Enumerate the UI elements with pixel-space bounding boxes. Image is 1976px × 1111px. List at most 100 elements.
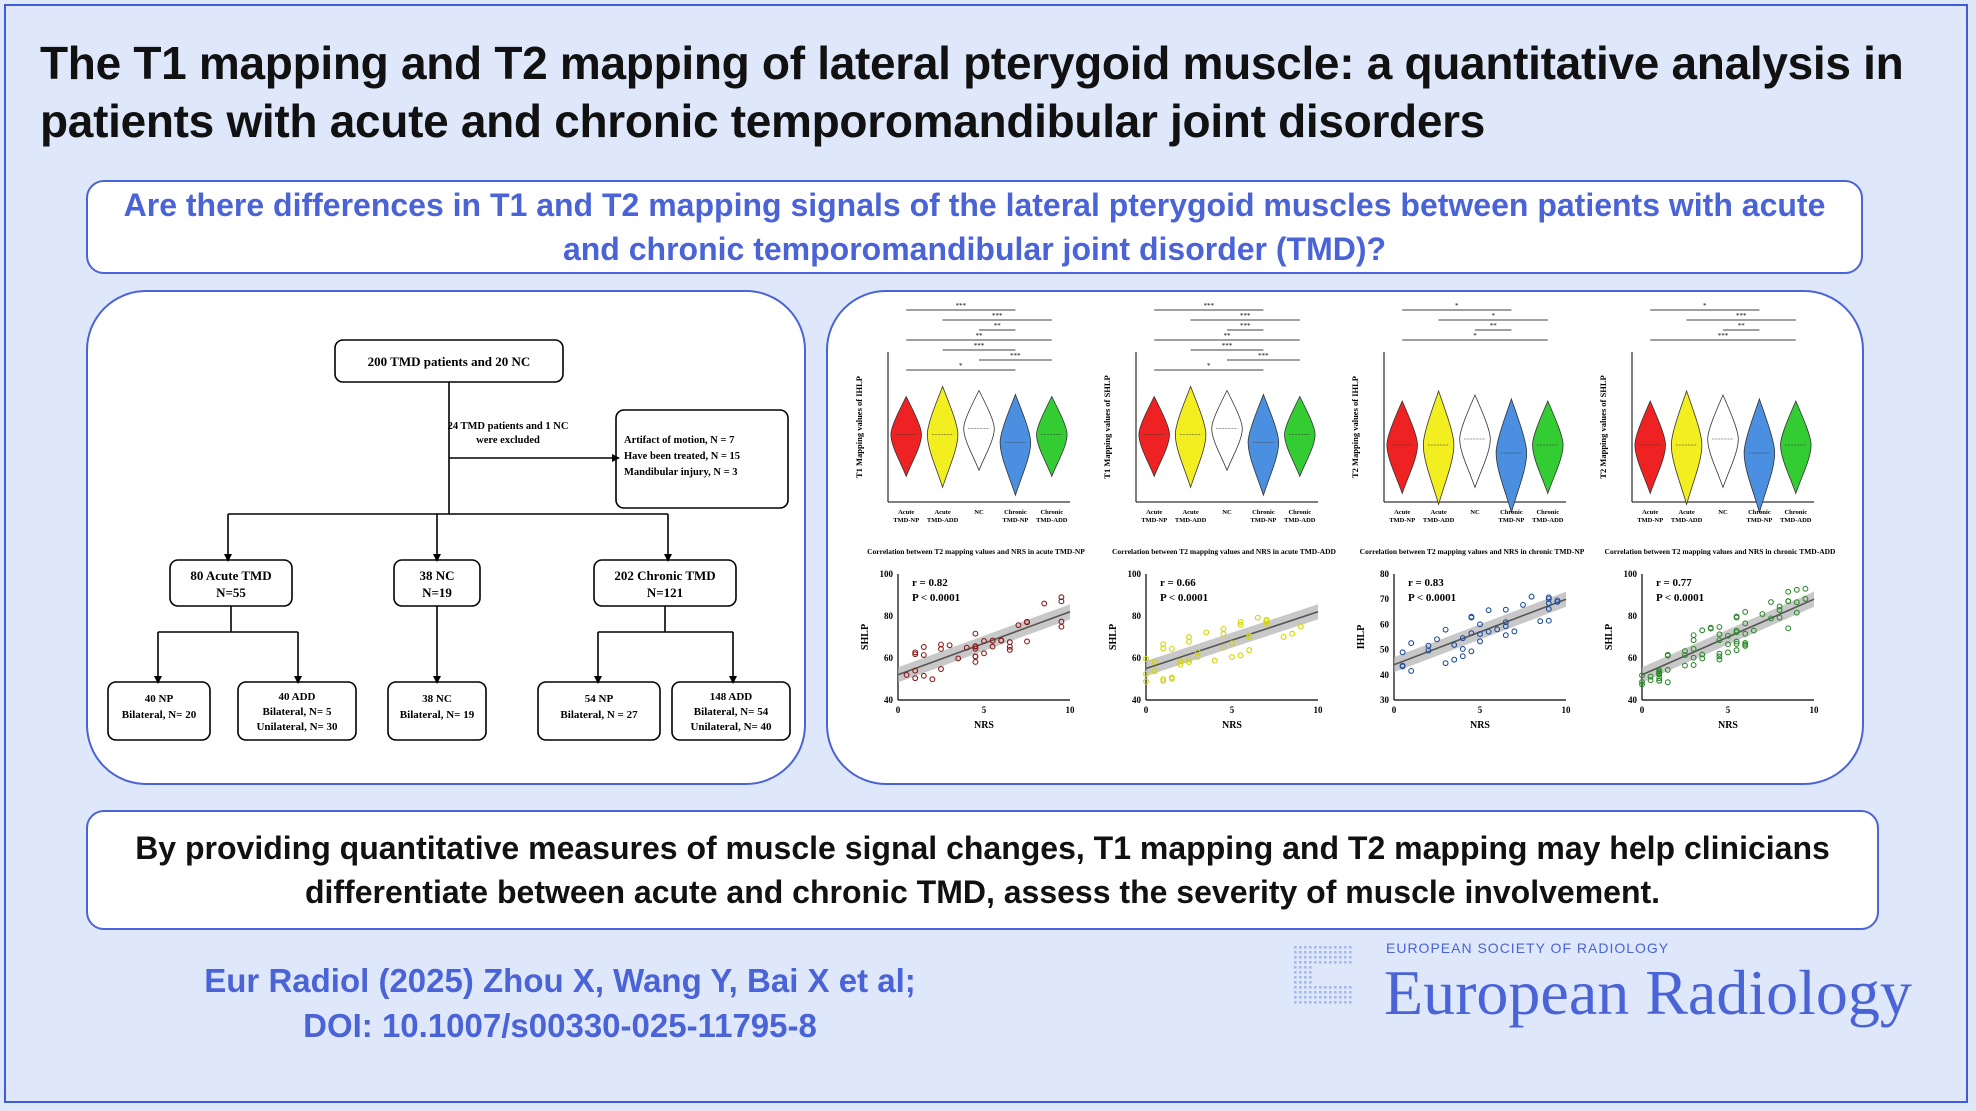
violin-category: NC — [974, 509, 984, 516]
logo-dot — [1299, 996, 1302, 999]
esr-logo-icon — [1294, 946, 1352, 1004]
scatter-point — [1151, 658, 1158, 665]
violin-category: TMD-NP — [1746, 517, 1772, 524]
violin-category: TMD-ADD — [1284, 517, 1316, 524]
scatter-point — [1194, 648, 1201, 655]
scatter-point — [1477, 621, 1483, 628]
scatter-y-tick: 60 — [1380, 619, 1390, 629]
scatter-point — [1793, 586, 1800, 593]
scatter-x-tick: 10 — [1810, 705, 1820, 715]
charts-panel: T1 Mapping values of IHLP *** *** ** ** *** **… — [826, 290, 1864, 785]
logo-dot — [1339, 986, 1342, 989]
sig-label: *** — [992, 312, 1003, 320]
scatter-point — [1545, 617, 1552, 624]
violin-category: TMD-NP — [1498, 517, 1524, 524]
scatter-point — [1041, 600, 1048, 607]
scatter-point — [1399, 662, 1406, 669]
violin-shape — [1174, 385, 1207, 489]
scatter-point — [1716, 637, 1723, 644]
scatter-y-tick: 70 — [1380, 594, 1390, 604]
scatter-point — [1785, 588, 1792, 595]
violin-category: NC — [1718, 509, 1728, 516]
scatter-point — [1664, 679, 1671, 686]
scatter-y-tick: 60 — [1132, 653, 1142, 663]
scatter-point — [1716, 653, 1723, 660]
logo-dot — [1309, 946, 1312, 949]
logo-dot — [1304, 976, 1307, 979]
scatter-point — [1716, 631, 1723, 638]
scatter-y-tick: 60 — [1628, 653, 1638, 663]
logo-dot — [1309, 976, 1312, 979]
logo-dot — [1304, 996, 1307, 999]
scatter-point — [1263, 620, 1270, 627]
violin-shape — [1422, 389, 1455, 506]
scatter-point — [1006, 646, 1013, 653]
scatter-point — [989, 643, 996, 650]
scatter-point — [1237, 619, 1244, 625]
logo-dot — [1339, 1001, 1342, 1004]
violin-category: TMD-NP — [893, 517, 919, 524]
scatter-point — [1058, 618, 1065, 625]
scatter-point — [1468, 630, 1475, 637]
flow-excl-1: 24 TMD patients and 1 NC — [448, 421, 569, 432]
violin-shape — [1284, 395, 1316, 478]
logo-dot — [1329, 961, 1332, 964]
scatter-point — [1690, 632, 1697, 639]
logo-dot — [1334, 946, 1337, 949]
scatter-fit-line — [1641, 598, 1815, 676]
logo-dot — [1344, 961, 1347, 964]
violin-shape — [1743, 397, 1776, 514]
scatter-point — [1408, 667, 1415, 674]
scatter-x-tick: 0 — [896, 705, 901, 715]
violin-category: Chronic — [1784, 509, 1807, 516]
violin-shape — [1707, 393, 1739, 489]
scatter-point — [1742, 608, 1749, 615]
scatter-point — [1682, 662, 1688, 669]
scatter-y-tick: 100 — [880, 569, 894, 579]
page-title: The T1 mapping and T2 mapping of lateral… — [40, 37, 1904, 147]
scatter-point — [1058, 594, 1065, 601]
sig-label: * — [1473, 332, 1477, 340]
scatter-point — [1520, 601, 1526, 608]
logo-dot — [1344, 996, 1347, 999]
scatter-y-label: SHLP — [1604, 624, 1615, 650]
scatter-point — [1528, 593, 1535, 600]
scatter-point — [912, 675, 919, 682]
citation-line-1: Eur Radiol (2025) Zhou X, Wang Y, Bai X … — [204, 962, 916, 999]
scatter-point — [1485, 607, 1492, 614]
scatter-point — [1802, 585, 1809, 592]
logo-dot — [1329, 946, 1332, 949]
brand-small: EUROPEAN SOCIETY OF RADIOLOGY — [1386, 940, 1670, 956]
violin-category: TMD-NP — [1389, 517, 1415, 524]
scatter-x-label: NRS — [1470, 720, 1490, 731]
logo-dot — [1349, 946, 1352, 949]
logo-dot — [1329, 951, 1332, 954]
flow-leaf: Bilateral, N= 54 — [694, 706, 769, 718]
flow-reason: Have been treated, N = 15 — [624, 451, 740, 462]
scatter-point — [1699, 651, 1706, 658]
scatter-point — [1785, 598, 1792, 605]
logo-dot — [1304, 966, 1307, 969]
scatter-point — [1459, 653, 1466, 660]
logo-dot — [1324, 996, 1327, 999]
logo-dot — [1309, 951, 1312, 954]
flow-mid-n: N=121 — [647, 585, 683, 600]
scatter-point — [1229, 654, 1235, 661]
scatter-point — [1477, 638, 1483, 645]
logo-dot — [1329, 1001, 1332, 1004]
scatter-p: P < 0.0001 — [1160, 592, 1208, 604]
logo-dot — [1314, 961, 1317, 964]
violin-category: Acute — [1146, 509, 1162, 516]
scatter-point — [1545, 594, 1552, 601]
logo-dot — [1329, 986, 1332, 989]
scatter-point — [946, 642, 953, 649]
logo-dot — [1339, 956, 1342, 959]
scatter-x-tick: 10 — [1314, 705, 1324, 715]
logo-dot — [1319, 986, 1322, 989]
flow-mid-label: 80 Acute TMD — [190, 568, 271, 583]
logo-dot — [1314, 956, 1317, 959]
logo-dot — [1319, 961, 1322, 964]
logo-dot — [1294, 971, 1297, 974]
scatter-point — [1143, 655, 1149, 662]
scatter-point — [1160, 676, 1167, 683]
